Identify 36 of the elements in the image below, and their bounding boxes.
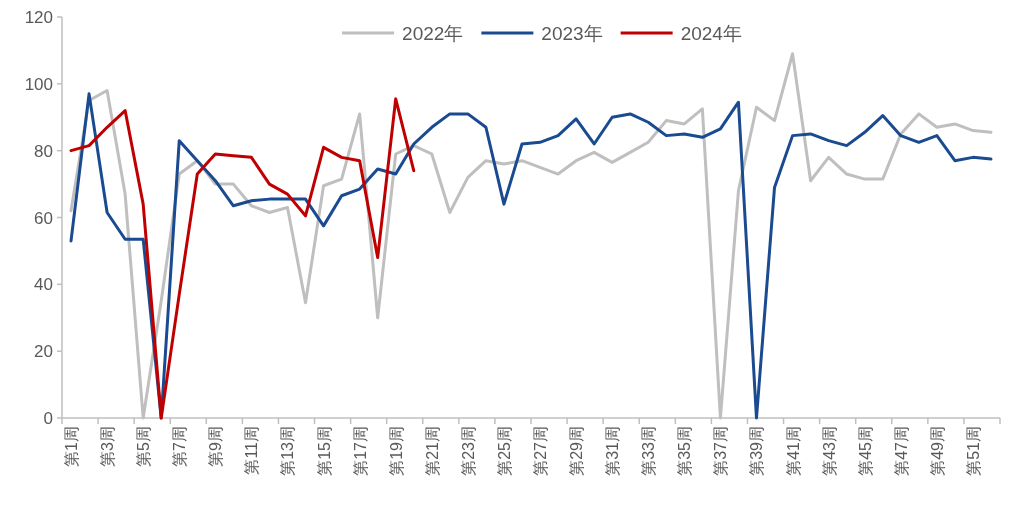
y-tick-label: 20 [34,342,53,362]
y-tick-label: 120 [24,8,53,27]
x-tick-label: 第9周 [207,426,225,467]
x-tick-label: 第47周 [892,426,910,476]
x-tick-label: 第33周 [640,426,658,476]
y-tick-label: 60 [34,208,53,228]
x-tick-label: 第29周 [568,426,586,476]
x-tick-label: 第23周 [459,426,477,476]
x-tick-label: 第31周 [604,426,622,476]
x-tick-label: 第7周 [171,426,189,467]
x-tick-label: 第11周 [243,426,261,475]
x-tick-label: 第35周 [676,426,694,476]
x-tick-label: 第3周 [99,426,117,467]
x-tick-label: 第49周 [928,426,946,476]
x-tick-label: 第45周 [856,426,874,476]
x-tick-label: 第41周 [784,426,802,476]
y-tick-label: 0 [43,409,53,428]
legend-label: 2022年 [402,23,464,44]
x-tick-label: 第1周 [63,426,81,467]
x-tick-label: 第51周 [964,426,982,476]
x-tick-label: 第17周 [351,426,369,476]
x-tick-label: 第5周 [135,426,153,467]
y-tick-label: 80 [34,141,53,161]
x-tick-label: 第19周 [387,426,405,476]
x-tick-label: 第13周 [279,426,297,476]
x-tick-label: 第15周 [315,426,333,476]
x-tick-label: 第37周 [712,426,730,476]
x-tick-label: 第25周 [495,426,513,476]
legend-label: 2023年 [541,23,603,44]
x-tick-label: 第27周 [532,426,550,476]
x-tick-label: 第21周 [423,426,441,476]
x-tick-label: 第39周 [748,426,766,476]
y-tick-label: 40 [34,275,53,295]
legend-label: 2024年 [680,23,742,44]
y-tick-label: 100 [24,74,53,94]
x-tick-label: 第43周 [820,426,838,476]
